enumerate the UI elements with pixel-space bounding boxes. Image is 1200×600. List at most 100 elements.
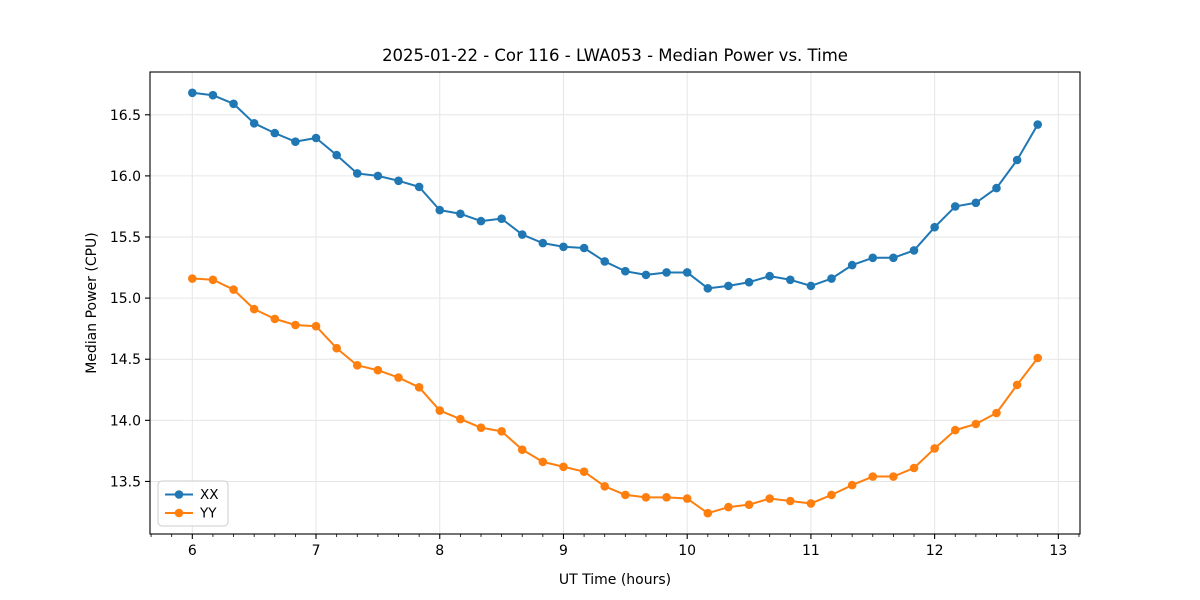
series-yy-marker xyxy=(744,500,754,509)
series-xx-marker xyxy=(1012,155,1022,165)
series-yy-marker xyxy=(682,494,692,503)
x-tick-label: 11 xyxy=(802,543,820,559)
series-xx-marker xyxy=(765,271,774,281)
series-yy-marker xyxy=(394,373,403,382)
grid-layer xyxy=(150,72,1080,534)
series-yy-marker xyxy=(806,499,816,508)
series-xx-marker xyxy=(456,209,465,219)
ticklabel-layer: 6 7 8 9 10 11 12 13 13.5 14.0 14.5 15.0 15.5 16.0 16.5 xyxy=(110,108,1067,559)
tick-layer xyxy=(145,114,1080,539)
series-yy-marker xyxy=(414,383,424,392)
x-tick-label: 9 xyxy=(559,543,568,559)
series-xx-marker xyxy=(641,270,651,280)
series-xx-marker xyxy=(497,214,506,223)
series-yy-marker xyxy=(538,457,548,467)
series-yy-marker xyxy=(765,494,774,503)
plot-border xyxy=(149,71,1081,535)
series-xx-marker xyxy=(1033,120,1043,129)
series-yy-marker xyxy=(827,490,836,500)
y-tick-label: 14.5 xyxy=(110,352,141,368)
series-yy-marker xyxy=(311,321,321,331)
series-xx-marker xyxy=(868,253,878,263)
series-yy-marker xyxy=(641,493,651,502)
series-yy-marker xyxy=(600,482,610,491)
series-yy-marker xyxy=(909,463,919,473)
series-yy-marker xyxy=(497,427,506,436)
series-xx-marker xyxy=(889,253,898,263)
series-yy-marker xyxy=(476,423,486,432)
series-yy-marker xyxy=(559,462,568,472)
series-yy-marker xyxy=(971,419,981,429)
chart-title: 2025-01-22 - Cor 116 - LWA053 - Median P… xyxy=(382,46,848,65)
series-yy-marker xyxy=(270,314,280,324)
series-yy-line xyxy=(191,277,1039,515)
series-xx-marker xyxy=(992,183,1001,193)
series-yy-marker xyxy=(208,275,218,285)
series-yy-marker xyxy=(724,502,733,512)
legend: XX YY xyxy=(157,480,229,527)
x-axis-label: UT Time (hours) xyxy=(559,572,671,588)
series-xx-marker xyxy=(703,284,713,293)
series-yy-marker xyxy=(1033,353,1043,363)
series-xx-marker xyxy=(930,222,939,232)
series-xx-marker xyxy=(600,257,610,266)
series-xx-marker xyxy=(724,281,733,291)
series-yy-marker xyxy=(435,406,445,415)
series-xx-marker xyxy=(971,198,981,208)
series-xx-line xyxy=(191,91,1039,290)
series-yy-marker xyxy=(517,445,527,454)
series-yy-marker xyxy=(992,408,1001,418)
series-xx-marker xyxy=(270,128,280,138)
series-yy-marker xyxy=(847,480,857,490)
series-xx-marker xyxy=(394,176,403,186)
series-xx-marker xyxy=(621,266,630,276)
series-xx-marker xyxy=(352,169,362,178)
x-tick-label: 7 xyxy=(312,543,321,559)
series-xx-marker xyxy=(682,268,692,277)
series-xx-marker xyxy=(950,202,960,211)
series-yy-marker xyxy=(332,343,341,353)
y-tick-label: 13.5 xyxy=(110,474,141,490)
series-xx-marker xyxy=(785,275,795,285)
series-yy-marker xyxy=(703,508,713,518)
series-layer xyxy=(188,88,1043,518)
series-xx-marker xyxy=(579,243,589,253)
series-yy-marker xyxy=(950,425,960,435)
series-yy-marker xyxy=(868,472,878,481)
series-yy-marker xyxy=(188,274,197,283)
series-yy-marker xyxy=(373,365,383,375)
y-axis-label: Median Power (CPU) xyxy=(84,232,100,374)
series-xx-marker xyxy=(476,216,486,226)
series-yy-marker xyxy=(249,304,259,314)
legend-label: XX xyxy=(200,487,219,503)
series-yy-marker xyxy=(291,320,300,330)
x-tick-label: 12 xyxy=(926,543,944,559)
series-yy-marker xyxy=(889,472,898,481)
series-yy-marker xyxy=(930,444,939,453)
y-tick-label: 15.5 xyxy=(110,230,141,246)
series-xx-marker xyxy=(909,246,919,255)
x-tick-label: 10 xyxy=(678,543,696,559)
series-xx-marker xyxy=(188,88,197,98)
series-yy-marker xyxy=(662,493,671,502)
series-xx-marker xyxy=(373,171,383,181)
y-tick-label: 15.0 xyxy=(110,291,141,307)
series-yy-marker xyxy=(579,467,589,476)
series-xx-marker xyxy=(414,182,424,192)
series-xx-marker xyxy=(538,238,548,248)
legend-sample-marker xyxy=(174,508,184,518)
series-xx-marker xyxy=(517,230,527,239)
series-yy-marker xyxy=(456,414,465,424)
series-xx-marker xyxy=(208,90,218,100)
series-xx-marker xyxy=(332,150,341,160)
series-xx-marker xyxy=(744,277,754,287)
series-xx-marker xyxy=(662,268,671,277)
y-tick-label: 16.5 xyxy=(110,108,141,124)
series-yy-marker xyxy=(785,496,795,506)
series-xx-marker xyxy=(827,274,836,283)
y-tick-label: 14.0 xyxy=(110,413,141,429)
x-tick-label: 6 xyxy=(188,543,197,559)
x-tick-label: 13 xyxy=(1049,543,1067,559)
